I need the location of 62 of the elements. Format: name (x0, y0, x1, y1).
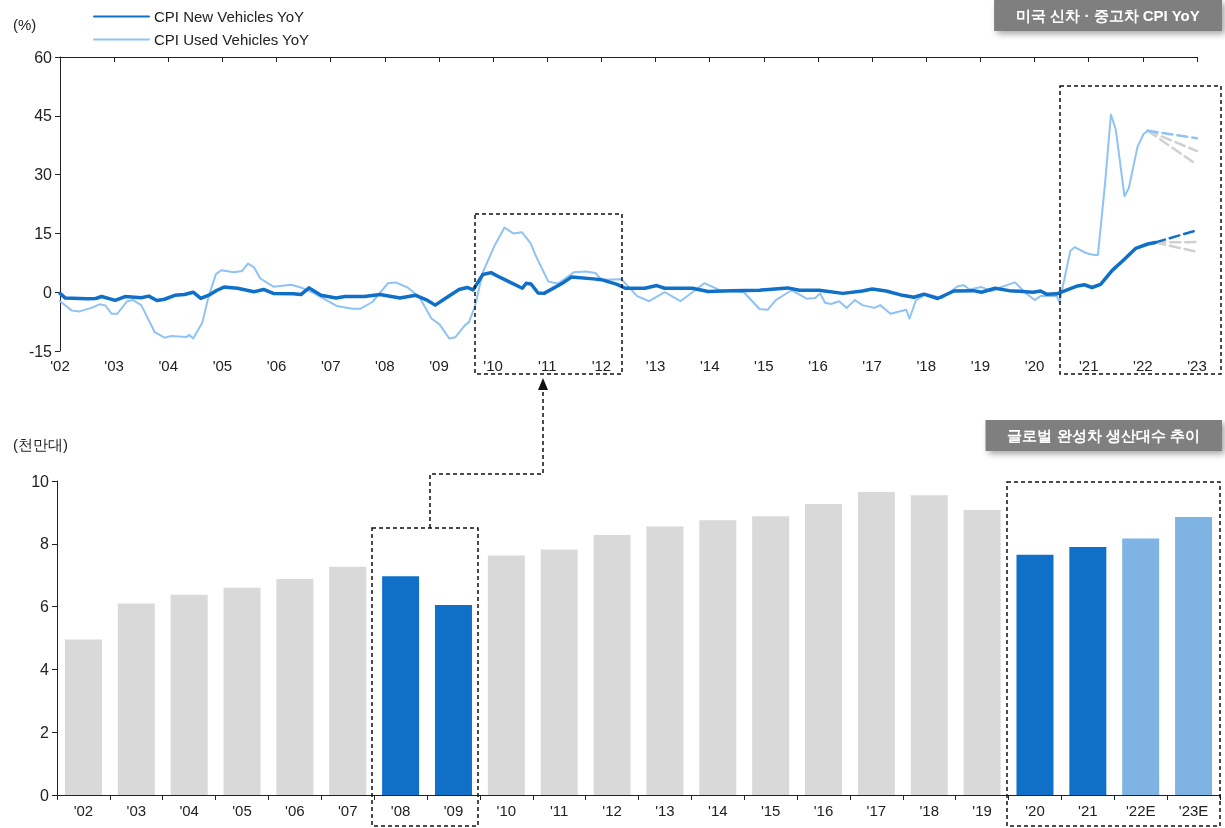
x-tick-label: '21 (1078, 357, 1099, 374)
x-tick-label: '11 (549, 802, 569, 819)
x-tick-label: '22 (1133, 357, 1153, 374)
x-tick-label: '03 (126, 802, 147, 819)
x-tick-label: '04 (158, 357, 179, 374)
x-tick-label: '02 (50, 357, 70, 374)
x-tick-label: '11 (538, 357, 557, 374)
y-tick-label: 15 (34, 224, 53, 242)
x-tick-label: '17 (862, 357, 882, 374)
y-tick-label: 10 (31, 472, 50, 490)
legend-label: CPI Used Vehicles YoY (154, 31, 310, 48)
x-tick-label: '19 (972, 802, 992, 819)
x-tick-label: '15 (760, 802, 781, 819)
legend-label: CPI New Vehicles YoY (154, 8, 305, 25)
y-tick-label: 2 (40, 723, 50, 741)
x-tick-label: '13 (655, 802, 675, 819)
x-tick-label: '15 (754, 357, 774, 374)
x-tick-label: '17 (866, 802, 887, 819)
x-tick-label: '08 (375, 357, 395, 374)
y-tick-label: 6 (40, 598, 50, 616)
x-tick-label: '08 (390, 802, 411, 819)
x-tick-label: '09 (429, 357, 449, 374)
y-tick-label: 8 (40, 535, 50, 553)
x-tick-label: '18 (919, 802, 940, 819)
chart-title: 미국 신차 · 중고차 CPI YoY (1016, 7, 1200, 24)
x-tick-label: '18 (916, 357, 937, 374)
y-tick-label: 0 (43, 283, 53, 301)
x-tick-label: '12 (602, 802, 622, 819)
chart-title: 글로벌 완성차 생산대수 추이 (1007, 427, 1201, 444)
x-tick-label: '21 (1078, 802, 1098, 819)
x-tick-label: '23 (1187, 357, 1207, 374)
x-tick-label: '20 (1024, 357, 1045, 374)
x-tick-label: '03 (104, 357, 124, 374)
x-tick-label: '16 (813, 802, 834, 819)
x-tick-label: '22E (1125, 802, 1156, 819)
y-tick-label: 4 (40, 660, 50, 678)
x-tick-label: '16 (808, 357, 828, 374)
x-tick-label: '07 (320, 357, 341, 374)
x-tick-label: '06 (285, 802, 305, 819)
y-tick-label: 0 (40, 786, 50, 804)
x-tick-label: '07 (337, 802, 358, 819)
x-tick-label: '04 (179, 802, 199, 819)
x-tick-label: '14 (699, 357, 720, 374)
y-axis-title: (천만대) (13, 436, 68, 453)
x-tick-label: '10 (496, 802, 517, 819)
x-tick-label: '09 (443, 802, 464, 819)
y-axis-title: (%) (13, 16, 37, 33)
x-tick-label: '02 (73, 802, 94, 819)
y-tick-label: 45 (34, 107, 53, 125)
x-tick-label: '23E (1178, 802, 1209, 819)
y-tick-label: 30 (34, 166, 53, 184)
y-tick-label: 60 (34, 48, 53, 66)
x-tick-label: '14 (708, 802, 728, 819)
x-tick-label: '13 (645, 357, 666, 374)
y-tick-label: -15 (28, 342, 53, 360)
x-tick-label: '10 (483, 357, 503, 374)
x-tick-label: '05 (232, 802, 252, 819)
x-tick-label: '20 (1025, 802, 1045, 819)
x-tick-label: '12 (591, 357, 612, 374)
x-tick-label: '05 (212, 357, 233, 374)
x-tick-label: '19 (970, 357, 991, 374)
x-tick-label: '06 (266, 357, 287, 374)
